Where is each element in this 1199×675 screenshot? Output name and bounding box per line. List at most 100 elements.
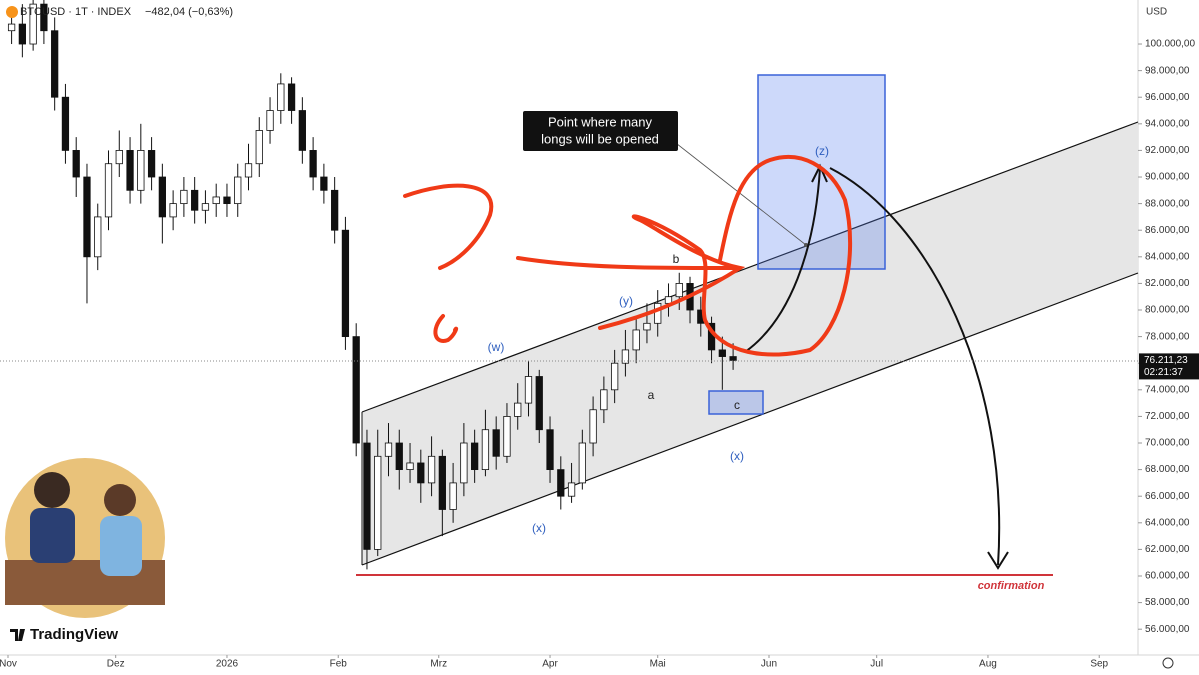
last-price-bg [1139, 353, 1199, 380]
candle-body [266, 110, 274, 131]
y-tick-label: 64.000,00 [1145, 517, 1190, 528]
avatar-head [34, 472, 70, 508]
y-tick-label: 82.000,00 [1145, 278, 1190, 289]
candle-body [729, 356, 737, 361]
candle-body [406, 462, 414, 471]
wave-label: b [673, 252, 680, 266]
candle-body [557, 469, 565, 497]
candle-body [104, 163, 113, 218]
x-tick-label: Feb [330, 659, 348, 670]
avatar-body [30, 508, 75, 563]
avatar-body [100, 516, 142, 576]
candle-body [600, 389, 608, 411]
scribbles [403, 154, 853, 357]
y-tick-label: 86.000,00 [1145, 225, 1190, 236]
countdown: 02:21:37 [1144, 367, 1183, 378]
callout-text: longs will be opened [541, 131, 659, 146]
y-tick-label: 96.000,00 [1145, 92, 1190, 103]
wave-label: (x) [532, 521, 546, 535]
candle-body [18, 23, 26, 45]
candle-body [384, 442, 393, 457]
change: −482,04 (−0,63%) [145, 6, 233, 18]
y-tick-label: 56.000,00 [1145, 624, 1190, 635]
settings-icon[interactable] [1162, 657, 1174, 669]
candle-body [72, 150, 80, 178]
watermark-logo [10, 629, 25, 641]
candle-body [298, 110, 306, 151]
candle-body [341, 229, 350, 338]
candle-body [374, 455, 382, 550]
wave-label: a [648, 388, 655, 402]
candle-body [417, 462, 425, 484]
candle-body [514, 402, 522, 417]
scribble [598, 154, 853, 357]
callout-box [523, 111, 678, 151]
candle-body [83, 176, 91, 258]
y-tick-label: 90.000,00 [1145, 172, 1190, 183]
candle-body [578, 442, 586, 484]
x-tick-label: Mrz [430, 659, 447, 670]
candle-body [352, 336, 360, 444]
candle-body [309, 150, 317, 178]
candle-body [180, 189, 188, 205]
y-tick-label: 58.000,00 [1145, 597, 1190, 608]
y-tick-label: 80.000,00 [1145, 305, 1190, 316]
candle-body [611, 362, 619, 391]
candle-body [427, 455, 436, 484]
candle-body [244, 163, 253, 178]
callout-text: Point where many [548, 114, 653, 129]
candle-body [147, 150, 156, 178]
candle-body [363, 442, 371, 550]
arrowhead [987, 551, 1009, 570]
candle-body [277, 83, 285, 111]
candle-body [7, 23, 16, 32]
x-tick-label: Nov [0, 659, 17, 670]
y-tick-label: 66.000,00 [1145, 491, 1190, 502]
candle-body [471, 442, 479, 471]
x-tick-label: Jun [761, 659, 777, 670]
scribble [403, 183, 494, 270]
candle-body [621, 349, 630, 364]
c-box [708, 390, 764, 415]
wave-label: c [734, 398, 740, 412]
y-tick-label: 88.000,00 [1145, 198, 1190, 209]
candle-body [395, 442, 403, 471]
candle-body [503, 416, 511, 457]
y-tick-label: 74.000,00 [1145, 384, 1190, 395]
candle-body [51, 30, 59, 98]
candle-body [287, 83, 296, 111]
candle-body [449, 482, 457, 510]
candle-body [524, 376, 533, 404]
candle-body [115, 150, 123, 165]
y-tick-label: 92.000,00 [1145, 145, 1190, 156]
candle-body [535, 376, 543, 431]
candle-body [40, 3, 48, 32]
x-tick-label: 2026 [216, 659, 239, 670]
symbol-icon [6, 6, 18, 18]
x-tick-label: Apr [542, 659, 558, 670]
y-tick-label: 70.000,00 [1145, 438, 1190, 449]
scribble [516, 256, 742, 270]
arrow-up [744, 167, 821, 353]
candle-body [567, 482, 576, 497]
avatar-head [104, 484, 136, 516]
candle-body [675, 283, 683, 298]
candle-body [718, 349, 726, 357]
x-tick-label: Mai [650, 659, 666, 670]
wave-label: (w) [488, 340, 505, 354]
candle-body [61, 96, 70, 151]
candle-body [201, 203, 210, 211]
candle-body [320, 176, 328, 191]
candle-body [169, 203, 177, 218]
candle-body [632, 329, 640, 351]
y-tick-label: 100.000,00 [1145, 39, 1195, 50]
candle-body [654, 302, 662, 324]
wave-label: (x) [730, 449, 744, 463]
candle-body [255, 130, 263, 165]
candle-body [589, 409, 597, 444]
candle-body [234, 176, 242, 205]
candle-body [331, 189, 339, 231]
candle-body [126, 150, 134, 191]
last-price-tag: 76.211,23 02:21:37 [1139, 353, 1199, 380]
